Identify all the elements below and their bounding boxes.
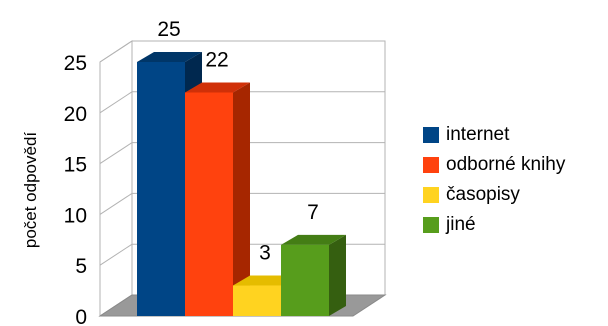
- chart-legend: internet odborné knihy časopisy jiné: [423, 120, 565, 240]
- data-label: 7: [307, 201, 319, 224]
- bar-odborne-knihy: [185, 82, 250, 316]
- legend-item-internet: internet: [423, 120, 565, 150]
- legend-swatch: [423, 127, 439, 143]
- data-labels: 25 22 3 7: [157, 18, 319, 265]
- y-tick-label: 10: [64, 204, 87, 227]
- bar-top: [281, 234, 346, 245]
- legend-label: časopisy: [446, 184, 520, 205]
- bar-side: [233, 82, 250, 316]
- legend-swatch: [423, 217, 439, 233]
- legend-item-casopisy: časopisy: [423, 180, 565, 210]
- chart-bars: [137, 52, 346, 316]
- y-tick-label: 5: [75, 255, 87, 278]
- bar-top: [185, 82, 250, 93]
- y-tick-label: 20: [64, 103, 87, 126]
- gridline: [99, 91, 385, 114]
- bar-front: [137, 62, 185, 316]
- bar-top: [137, 52, 202, 62]
- legend-label: internet: [446, 124, 510, 145]
- y-axis-ticks: 0 5 10 15 20 25: [64, 52, 87, 326]
- y-axis-label: počet odpovědí: [21, 132, 40, 249]
- y-tick-label: 15: [64, 154, 87, 177]
- legend-item-jine: jiné: [423, 210, 565, 240]
- y-tick-label: 25: [64, 52, 87, 75]
- data-label: 22: [205, 48, 228, 71]
- bar-front: [281, 244, 329, 316]
- bar-jine: [281, 234, 346, 316]
- data-label: 3: [259, 242, 271, 265]
- legend-label: odborné knihy: [446, 154, 566, 175]
- gridline: [99, 40, 385, 63]
- legend-label: jiné: [446, 214, 476, 235]
- legend-swatch: [423, 157, 439, 173]
- bar-front: [233, 285, 281, 316]
- data-label: 25: [157, 18, 180, 41]
- gridline: [99, 142, 385, 165]
- bar-front: [185, 92, 233, 316]
- bar-side: [329, 234, 346, 316]
- legend-swatch: [423, 187, 439, 203]
- legend-item-odborne-knihy: odborné knihy: [423, 150, 565, 180]
- y-tick-label: 0: [75, 306, 87, 326]
- gridline: [99, 192, 385, 215]
- left-wall: [99, 40, 133, 317]
